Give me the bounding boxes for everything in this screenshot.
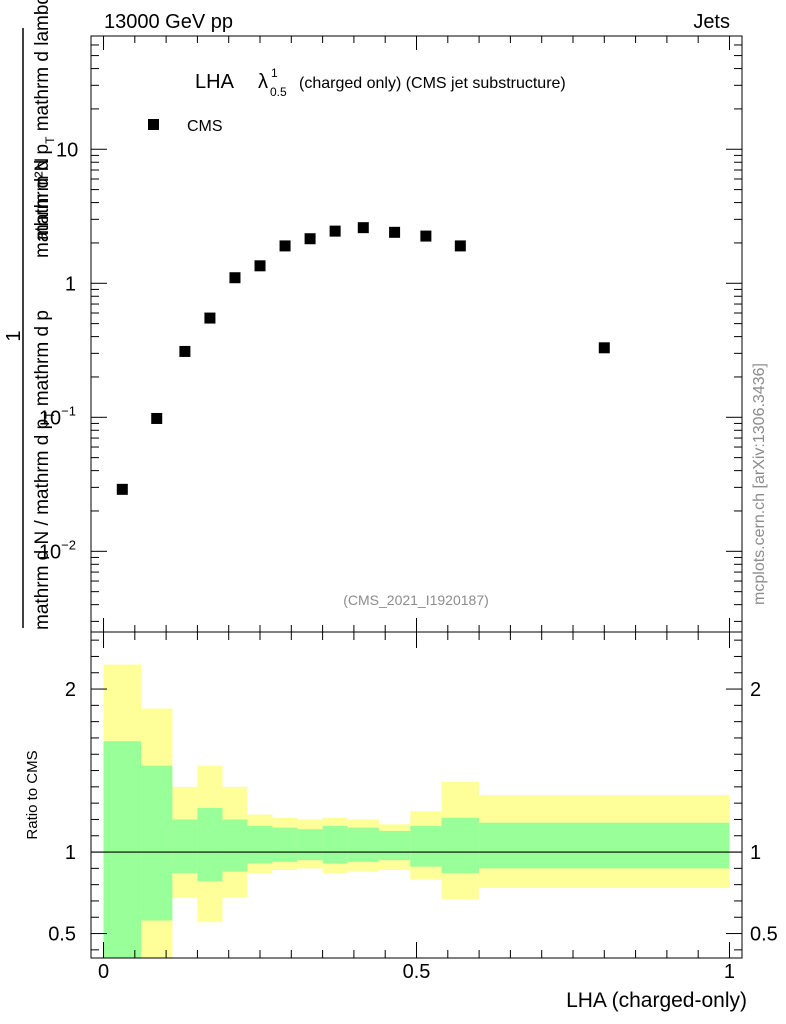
- cms-data-point: [304, 233, 316, 245]
- title-lambda: λ: [258, 71, 268, 93]
- x-axis-label: LHA (charged-only): [566, 989, 747, 1012]
- ratio-band-inner: [222, 819, 248, 872]
- ratio-band-inner: [247, 825, 273, 864]
- main-y-axis-label: 1 mathrm d N / mathrm d pT mathrm d p ma…: [3, 0, 57, 630]
- ratio-band-inner: [141, 765, 173, 921]
- ratio-y-tick-label-right: 0.5: [750, 924, 778, 946]
- ratio-band-inner: [297, 829, 323, 861]
- title-description: (charged only) (CMS jet substructure): [299, 75, 566, 92]
- ratio-axis-ticks: [91, 632, 742, 958]
- cms-data-point: [329, 225, 341, 237]
- source-watermark: mcplots.cern.ch [arXiv:1306.3436]: [751, 363, 768, 605]
- ratio-band-inner: [172, 819, 198, 874]
- title-subscript: 0.5: [270, 85, 287, 99]
- cms-data-point: [229, 272, 241, 284]
- ratio-band-inner: [272, 827, 298, 862]
- ratio-y-tick-label-right: 2: [750, 679, 761, 701]
- cms-data-point: [204, 312, 216, 324]
- cms-data-point: [454, 240, 466, 252]
- ratio-uncertainty-bands: [103, 664, 730, 958]
- ratio-y-tick-label-left: 1: [65, 842, 76, 864]
- cms-data-point: [357, 222, 369, 234]
- ratio-band-inner: [197, 808, 223, 882]
- ratio-y-tick-label-right: 1: [750, 842, 761, 864]
- x-tick-label: 0.5: [403, 961, 431, 983]
- legend-marker: [148, 119, 159, 130]
- ratio-band-inner: [410, 825, 442, 867]
- cms-data-point: [254, 260, 266, 272]
- ratio-panel: 0.5 0.51 12 2 0 0.5 1 Ratio to CMS LHA (charg…: [24, 631, 778, 1012]
- header-energy-label: 13000 GeV pp: [104, 11, 233, 33]
- analysis-tag: (CMS_2021_I1920187): [343, 592, 489, 608]
- header-jets-label: Jets: [693, 11, 730, 33]
- ylabel-numerator-tail: mathrm d pT mathrm d lambda: [32, 0, 57, 240]
- main-y-tick-label: 10−2: [39, 537, 76, 563]
- main-panel: 10−2 10−1 1 10 LHA λ 1 0.5 (charged only) (…: [3, 0, 743, 633]
- title-superscript: 1: [271, 66, 278, 80]
- main-y-tick-label: 10−1: [39, 403, 76, 429]
- cms-data-points: [116, 222, 610, 495]
- ylabel-denominator: mathrm d N / mathrm d pT mathrm d p: [32, 310, 57, 630]
- ratio-band-inner: [441, 817, 480, 874]
- title-observable: LHA: [195, 71, 235, 93]
- main-y-tick-label: 1: [65, 273, 76, 295]
- plot-title: LHA λ 1 0.5 (charged only) (CMS jet subs…: [195, 66, 566, 99]
- main-y-tick-labels: 10−2 10−1 1 10: [39, 139, 78, 563]
- main-axis-ticks: [91, 35, 742, 632]
- cms-data-point: [179, 345, 191, 357]
- cms-data-point: [151, 412, 163, 424]
- ratio-band-inner: [103, 741, 142, 958]
- ratio-band-inner: [378, 830, 411, 861]
- legend: CMS: [148, 118, 223, 135]
- cms-data-point: [116, 483, 128, 495]
- x-tick-label: 0: [98, 961, 109, 983]
- ratio-band-inner: [479, 822, 730, 869]
- ylabel-numerator-head: mathrm d²N: [32, 158, 53, 258]
- x-tick-label: 1: [724, 961, 735, 983]
- main-y-tick-label: 10: [56, 139, 78, 161]
- ratio-band-inner: [322, 825, 348, 864]
- ylabel-one: 1: [3, 330, 25, 341]
- cms-data-point: [420, 230, 432, 242]
- ratio-y-axis-label: Ratio to CMS: [24, 750, 41, 839]
- legend-entry-cms: CMS: [187, 118, 223, 135]
- cms-data-point: [279, 240, 291, 252]
- ratio-y-tick-label-left: 0.5: [48, 924, 76, 946]
- cms-data-point: [598, 342, 610, 354]
- ratio-y-tick-label-left: 2: [65, 679, 76, 701]
- ratio-x-tick-labels: 0 0.5 1: [98, 961, 735, 983]
- ratio-band-inner: [347, 827, 379, 862]
- cms-data-point: [389, 226, 401, 238]
- ratio-y-tick-labels: 0.5 0.5 1 1 2 2: [48, 679, 778, 946]
